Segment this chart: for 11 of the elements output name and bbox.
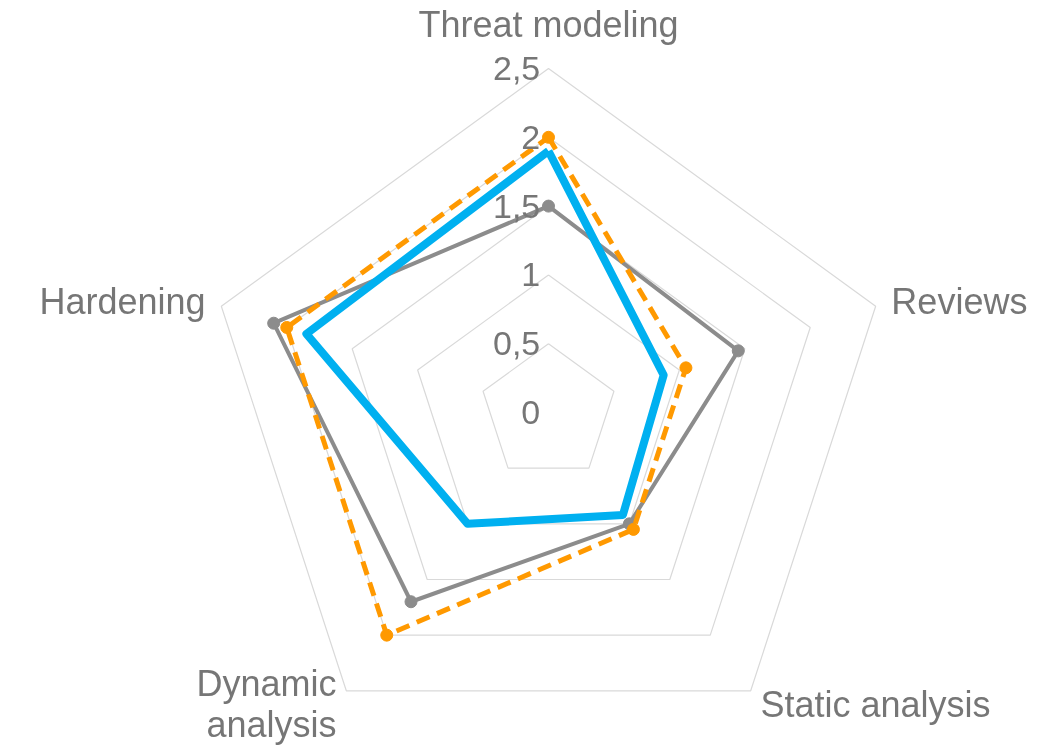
y-tick-label: 2 (521, 117, 541, 156)
spoke-label: Static analysis (760, 683, 991, 725)
spoke-label: Dynamic analysis (196, 663, 337, 746)
spoke-label: Threat modeling (418, 4, 679, 46)
spoke-label: Reviews (891, 280, 1028, 322)
y-tick-label: 1,5 (492, 186, 541, 225)
y-tick-label: 1 (521, 255, 541, 294)
y-tick-label: 2,5 (492, 49, 541, 87)
y-tick-label: 0 (521, 393, 541, 431)
spoke-label: Hardening (39, 280, 206, 322)
y-tick-label: 0,5 (492, 324, 541, 363)
